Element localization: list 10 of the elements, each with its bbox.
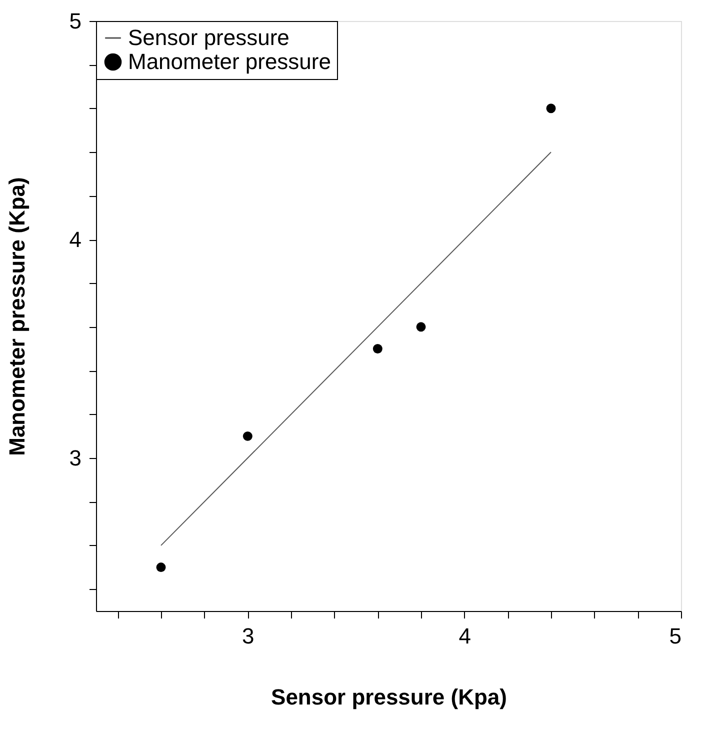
legend-label: Manometer pressure <box>128 49 331 74</box>
x-tick-label: 5 <box>669 624 682 648</box>
x-axis-title: Sensor pressure (Kpa) <box>271 684 507 710</box>
legend-label: Sensor pressure <box>128 25 290 50</box>
y-tick-label: 3 <box>69 446 82 471</box>
x-tick-label: 4 <box>458 624 471 648</box>
y-tick-label: 5 <box>69 8 82 34</box>
y-tick-label: 4 <box>69 227 82 252</box>
x-tick-label: 3 <box>242 624 254 648</box>
y-axis-title: Manometer pressure (Kpa) <box>4 177 30 456</box>
